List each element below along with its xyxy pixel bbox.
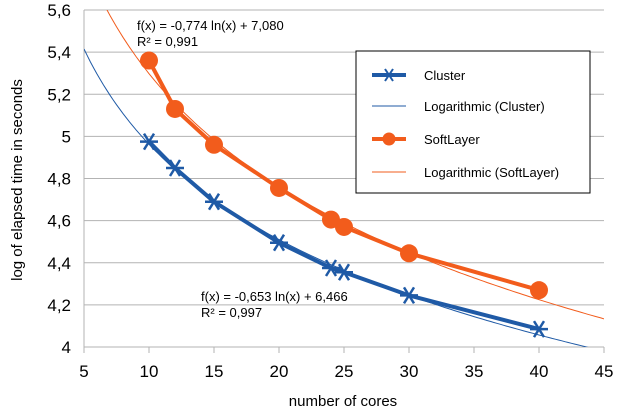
x-tick-label: 35 bbox=[465, 362, 484, 381]
legend-item-softlayer: SoftLayer bbox=[372, 132, 480, 147]
softlayer-data-point bbox=[166, 99, 184, 118]
legend-item-logarithmic-softlayer: Logarithmic (SoftLayer) bbox=[372, 165, 559, 180]
x-tick-label: 15 bbox=[205, 362, 224, 381]
softlayer-data-point bbox=[400, 244, 418, 263]
softlayer-data-point bbox=[140, 51, 158, 70]
x-tick-label: 10 bbox=[140, 362, 159, 381]
x-tick-label: 30 bbox=[400, 362, 419, 381]
x-tick-label: 25 bbox=[335, 362, 354, 381]
softlayer-trend-equation: f(x) = -0,774 ln(x) + 7,080 bbox=[137, 18, 284, 33]
cluster-data-point bbox=[322, 259, 340, 277]
legend-softlayer-label: SoftLayer bbox=[424, 132, 480, 147]
y-tick-label: 4 bbox=[62, 338, 71, 357]
axes bbox=[83, 10, 605, 353]
legend-cluster-label: Cluster bbox=[424, 68, 466, 83]
y-tick-label: 5,4 bbox=[47, 43, 71, 62]
x-tick-label: 45 bbox=[595, 362, 614, 381]
legend: Cluster Logarithmic (Cluster) SoftLayer … bbox=[355, 50, 591, 194]
cluster-trend-r2: R² = 0,997 bbox=[201, 305, 262, 320]
y-tick-label: 4,4 bbox=[47, 254, 71, 273]
grid bbox=[84, 9, 604, 348]
cluster-trend-equation: f(x) = -0,653 ln(x) + 6,466 bbox=[201, 289, 348, 304]
cluster-data-point bbox=[166, 159, 184, 177]
cluster-data-point bbox=[335, 263, 353, 281]
cluster-series-line bbox=[147, 139, 541, 332]
legend-cluster-marker bbox=[382, 68, 396, 82]
cluster-data-point bbox=[530, 320, 548, 338]
x-tick-label: 40 bbox=[530, 362, 549, 381]
cluster-data-point bbox=[400, 286, 418, 305]
y-tick-label: 5,6 bbox=[47, 1, 71, 20]
y-axis-title: log of elapsed time in seconds bbox=[9, 79, 26, 281]
y-tick-label: 4,2 bbox=[47, 296, 71, 315]
x-axis-title: number of cores bbox=[289, 393, 397, 410]
x-tick-label: 20 bbox=[270, 362, 289, 381]
legend-item-logarithmic-cluster: Logarithmic (Cluster) bbox=[372, 99, 545, 114]
legend-item-cluster: Cluster bbox=[372, 68, 466, 83]
legend-softlayer-marker bbox=[382, 132, 396, 146]
y-tick-label: 5 bbox=[62, 127, 71, 146]
softlayer-data-point bbox=[205, 135, 223, 154]
y-tick-label: 5,2 bbox=[47, 85, 71, 104]
y-tick-label: 4,6 bbox=[47, 212, 71, 231]
cluster-data-point bbox=[270, 234, 288, 252]
cluster-data-point bbox=[205, 193, 223, 211]
x-tick-label: 5 bbox=[79, 362, 88, 381]
legend-logarithmic-softlayer-label: Logarithmic (SoftLayer) bbox=[424, 165, 559, 180]
y-tick-label: 4,8 bbox=[47, 170, 71, 189]
tick-labels: 4 4,2 4,4 4,6 4,8 5 5,2 5,4 5,6 5 10 15 20 25 30 35 40 45 bbox=[47, 1, 613, 381]
series bbox=[140, 51, 548, 338]
softlayer-trend-r2: R² = 0,991 bbox=[137, 34, 198, 49]
softlayer-data-point bbox=[270, 178, 288, 197]
softlayer-data-point bbox=[335, 217, 353, 236]
cluster-data-point bbox=[140, 132, 158, 151]
legend-logarithmic-cluster-label: Logarithmic (Cluster) bbox=[424, 99, 545, 114]
softlayer-data-point bbox=[530, 281, 548, 300]
